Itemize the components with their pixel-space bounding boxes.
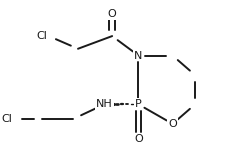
- Text: O: O: [107, 9, 116, 19]
- Text: P: P: [135, 99, 141, 109]
- Text: Cl: Cl: [36, 31, 47, 41]
- Text: NH: NH: [96, 99, 112, 109]
- Text: O: O: [167, 119, 176, 129]
- Text: O: O: [133, 134, 142, 143]
- Text: Cl: Cl: [2, 114, 13, 124]
- Text: N: N: [134, 51, 142, 61]
